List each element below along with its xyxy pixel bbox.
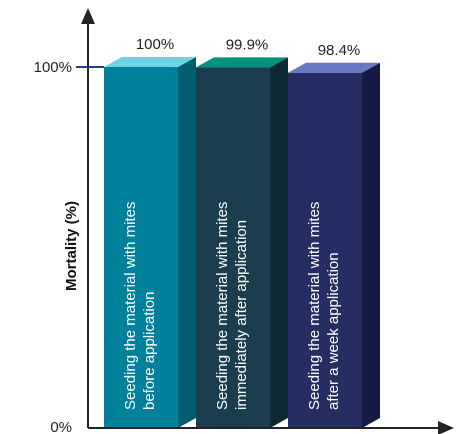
- bar-1: 100% Seeding the material with mites befor…: [104, 36, 196, 428]
- bar-2-side: [270, 57, 288, 429]
- category-label-line: Seeding the material with mites: [122, 202, 139, 410]
- y-tick-label-bottom: 0%: [50, 419, 72, 434]
- bar-2-front: [196, 67, 270, 429]
- bar-2: 99.9% Seeding the material with mites imme…: [196, 36, 288, 429]
- bar-3-category-label: Seeding the material with mites after a w…: [306, 202, 342, 410]
- bar-1-top: [104, 57, 196, 67]
- bar-2-category-label: Seeding the material with mites immediate…: [214, 202, 250, 410]
- bar-1-category-label: Seeding the material with mites before ap…: [122, 202, 158, 410]
- category-label-line: before application: [141, 292, 158, 410]
- bar-1-value-label: 100%: [136, 36, 174, 53]
- y-axis-title: Mortality (%): [63, 201, 80, 291]
- bar-3-front: [288, 72, 362, 428]
- category-label-line: Seeding the material with mites: [214, 202, 231, 410]
- bar-3-side: [362, 62, 380, 428]
- category-label-line: immediately after application: [233, 220, 250, 410]
- bar-3-top: [288, 62, 380, 73]
- axes-layer: 100% 0% Mortality (%): [34, 8, 454, 434]
- bar-1-front: [104, 67, 178, 428]
- bar-2-value-label: 99.9%: [226, 36, 269, 53]
- y-axis-arrow: [81, 8, 95, 24]
- y-tick-label-top: 100%: [34, 59, 72, 76]
- category-label-line: after a week application: [325, 252, 342, 410]
- category-label-line: Seeding the material with mites: [306, 202, 323, 410]
- bar-3-value-label: 98.4%: [318, 42, 361, 59]
- bar-2-top: [196, 57, 288, 68]
- bars-layer: 100%Seeding the material with mites befor…: [104, 36, 380, 429]
- x-axis-arrow: [438, 421, 454, 434]
- bar-1-side: [178, 57, 196, 428]
- bar-3: 98.4% Seeding the material with mites afte…: [288, 42, 380, 428]
